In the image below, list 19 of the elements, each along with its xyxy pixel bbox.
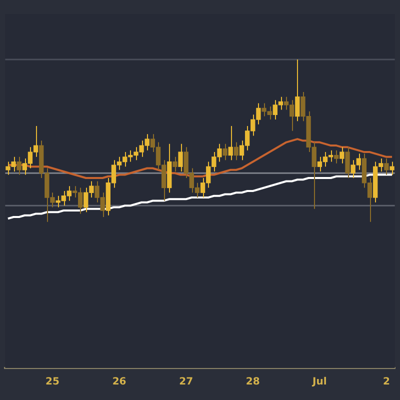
candlestick — [390, 161, 394, 176]
candlestick — [228, 126, 233, 161]
candlestick — [167, 143, 172, 194]
candlestick — [222, 143, 228, 161]
candlestick — [178, 143, 183, 172]
x-tick-label: 2 — [382, 376, 390, 388]
x-tick-label: 26 — [112, 376, 126, 388]
candlestick — [334, 150, 339, 164]
candlestick — [345, 146, 350, 179]
candlestick — [340, 146, 344, 164]
candlestick — [16, 156, 22, 176]
x-tick-label: 25 — [46, 376, 60, 388]
candlestick — [172, 156, 178, 172]
x-tick-label: 28 — [246, 376, 260, 388]
candlestick — [384, 158, 389, 176]
candlestick — [295, 58, 300, 122]
x-tick-label: 27 — [179, 376, 194, 388]
candlestick — [234, 142, 239, 161]
x-tick-label: Jul — [312, 376, 327, 388]
